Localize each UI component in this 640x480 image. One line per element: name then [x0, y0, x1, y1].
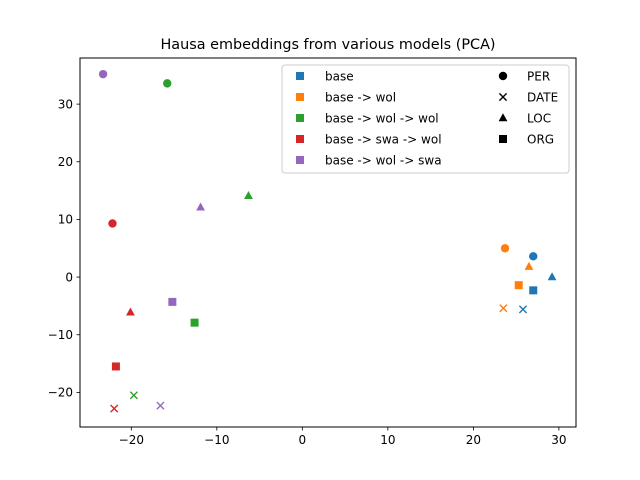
y-tick-label: −10 [48, 328, 73, 342]
legend-shape-label: ORG [527, 132, 554, 146]
legend-series-label: base -> wol -> wol [325, 111, 439, 125]
legend-shape-square [499, 135, 507, 143]
point-1-loc [524, 261, 534, 270]
point-0-per [529, 252, 538, 261]
x-tick-label: 30 [551, 433, 566, 447]
point-1-date [499, 304, 508, 313]
point-2-per [163, 79, 172, 88]
x-tick-label: −10 [204, 433, 229, 447]
legend-series-label: base -> swa -> wol [325, 132, 442, 146]
point-1-per [500, 244, 510, 253]
legend: base base -> wol base -> wol -> wol base ->… [281, 64, 570, 174]
point-2-date [129, 391, 138, 400]
legend-series-marker [296, 114, 304, 122]
x-tick-label: 0 [299, 433, 307, 447]
point-1-org [514, 281, 523, 290]
chart-title: Hausa embeddings from various models (PC… [160, 37, 495, 53]
legend-shape-label: DATE [527, 90, 558, 104]
point-0-org [529, 286, 538, 295]
point-3-per [108, 219, 117, 228]
legend-series-marker [296, 156, 304, 164]
legend-shape-label: PER [527, 69, 550, 83]
point-3-date [110, 404, 119, 413]
y-tick-label: −20 [48, 386, 73, 400]
plot-frame [79, 57, 577, 428]
y-tick-label: 30 [58, 97, 73, 111]
point-4-org [168, 297, 177, 306]
x-tick-label: −20 [119, 433, 144, 447]
legend-series-marker [296, 72, 304, 80]
plot-marks [98, 69, 557, 413]
x-tick-label: 10 [380, 433, 395, 447]
y-tick-label: 20 [58, 155, 73, 169]
point-0-loc [547, 272, 557, 281]
legend-box [281, 64, 570, 174]
point-2-loc [244, 190, 253, 199]
legend-series-label: base [325, 69, 354, 83]
legend-shape-x [498, 92, 508, 102]
legend-shape-circle [498, 71, 508, 81]
legend-series-marker [296, 93, 304, 101]
y-tick-label: 0 [65, 270, 73, 284]
point-4-per [98, 69, 108, 79]
legend-shape-triangle [498, 113, 508, 122]
legend-series-marker [296, 135, 304, 143]
point-4-date [156, 401, 165, 410]
x-axis: −20 −10 0 10 20 30 [119, 427, 567, 447]
x-tick-label: 20 [466, 433, 481, 447]
legend-shape-label: LOC [527, 111, 551, 125]
point-2-org [190, 318, 199, 327]
point-3-loc [126, 307, 135, 316]
legend-series-label: base -> wol [325, 90, 396, 104]
point-3-org [111, 362, 120, 371]
y-tick-label: 10 [58, 213, 73, 227]
y-axis: −20 −10 0 10 20 30 [48, 97, 80, 400]
point-4-loc [196, 202, 205, 211]
legend-series-label: base -> wol -> swa [325, 153, 442, 167]
point-0-date [518, 305, 528, 314]
